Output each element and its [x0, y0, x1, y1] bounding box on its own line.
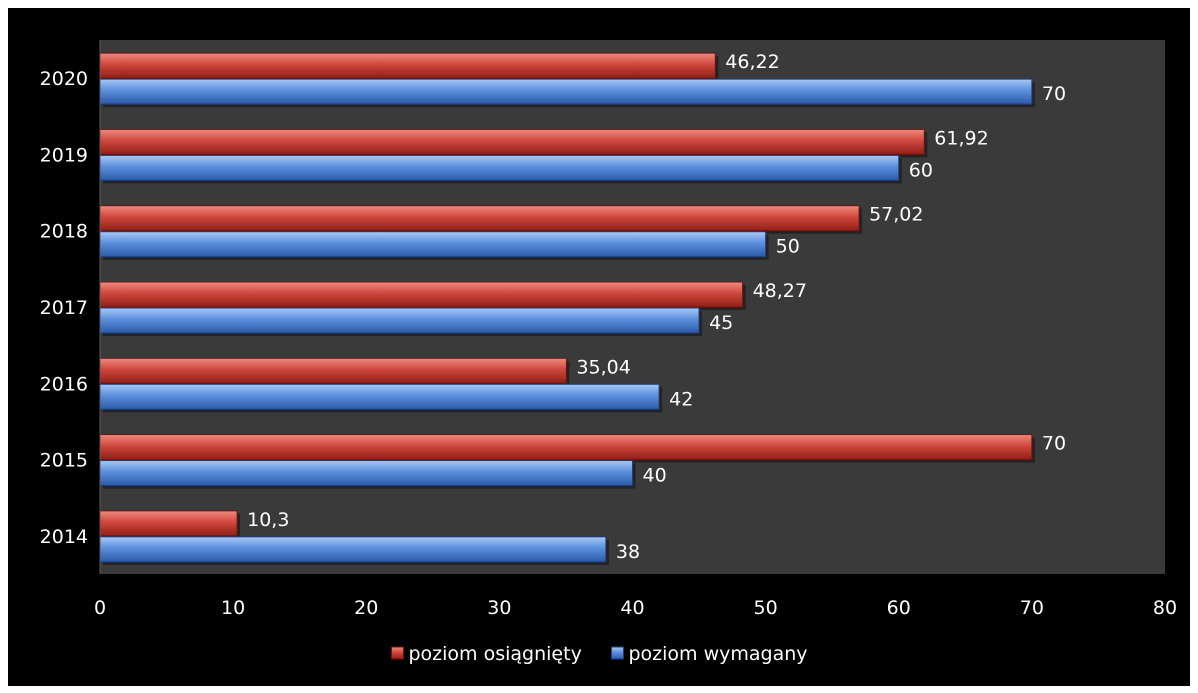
- chart-frame: 2020 2019 2018 2017 2016 2015 2014 0 10 20 30 40 50 6…: [8, 8, 1190, 686]
- bar-chart: 2020 2019 2018 2017 2016 2015 2014 0 10 20 30 40 50 6…: [40, 40, 1177, 665]
- bar-achieved-2019: [99, 128, 925, 155]
- x-tick-label: 70: [1020, 597, 1044, 619]
- y-tick-label: 2020: [40, 68, 88, 90]
- data-label-required-2015: 40: [643, 465, 667, 487]
- data-label-required-2018: 50: [776, 236, 800, 258]
- x-tick-label: 60: [887, 597, 911, 619]
- data-label-achieved-2016: 35,04: [576, 356, 630, 378]
- legend-label-achieved: poziom osiągnięty: [409, 643, 582, 665]
- bar-required-2016: [99, 383, 660, 410]
- data-label-required-2014: 38: [616, 541, 640, 563]
- data-label-achieved-2019: 61,92: [934, 127, 988, 149]
- bars-layer: [99, 52, 1035, 565]
- data-label-achieved-2017: 48,27: [753, 280, 807, 302]
- y-tick-label: 2016: [40, 373, 88, 395]
- y-tick-label: 2015: [40, 450, 88, 472]
- bar-achieved-2020: [99, 52, 716, 79]
- data-label-required-2019: 60: [909, 159, 933, 181]
- bar-required-2020: [99, 78, 1033, 105]
- bar-required-2015: [99, 460, 633, 487]
- x-tick-label: 10: [221, 597, 245, 619]
- bar-achieved-2014: [99, 510, 238, 537]
- legend-swatch-required: [611, 646, 624, 660]
- bar-achieved-2016: [99, 357, 567, 384]
- bar-required-2019: [99, 154, 900, 181]
- bar-achieved-2015: [99, 434, 1033, 461]
- legend: poziom osiągnięty poziom wymagany: [391, 643, 808, 665]
- x-tick-label: 50: [754, 597, 778, 619]
- data-label-required-2017: 45: [709, 312, 733, 334]
- bar-achieved-2018: [99, 205, 860, 232]
- x-tick-label: 80: [1153, 597, 1177, 619]
- axes-layer: 2020 2019 2018 2017 2016 2015 2014 0 10 20 30 40 50 6…: [40, 40, 1177, 619]
- legend-swatch-achieved: [391, 646, 404, 660]
- x-tick-label: 20: [354, 597, 378, 619]
- bar-required-2014: [99, 536, 607, 563]
- data-label-achieved-2018: 57,02: [869, 204, 923, 226]
- y-tick-label: 2019: [40, 144, 88, 166]
- x-tick-label: 40: [620, 597, 644, 619]
- y-tick-label: 2017: [40, 297, 88, 319]
- x-tick-label: 0: [94, 597, 106, 619]
- bar-required-2017: [99, 307, 700, 334]
- legend-label-required: poziom wymagany: [629, 643, 808, 665]
- y-tick-label: 2018: [40, 221, 88, 243]
- data-label-achieved-2015: 70: [1042, 433, 1066, 455]
- data-label-achieved-2014: 10,3: [247, 509, 289, 531]
- y-tick-label: 2014: [40, 526, 88, 548]
- x-tick-label: 30: [487, 597, 511, 619]
- data-label-required-2020: 70: [1042, 83, 1066, 105]
- bar-achieved-2017: [99, 281, 744, 308]
- data-label-achieved-2020: 46,22: [725, 51, 779, 73]
- bar-required-2018: [99, 231, 767, 258]
- data-label-required-2016: 42: [669, 388, 693, 410]
